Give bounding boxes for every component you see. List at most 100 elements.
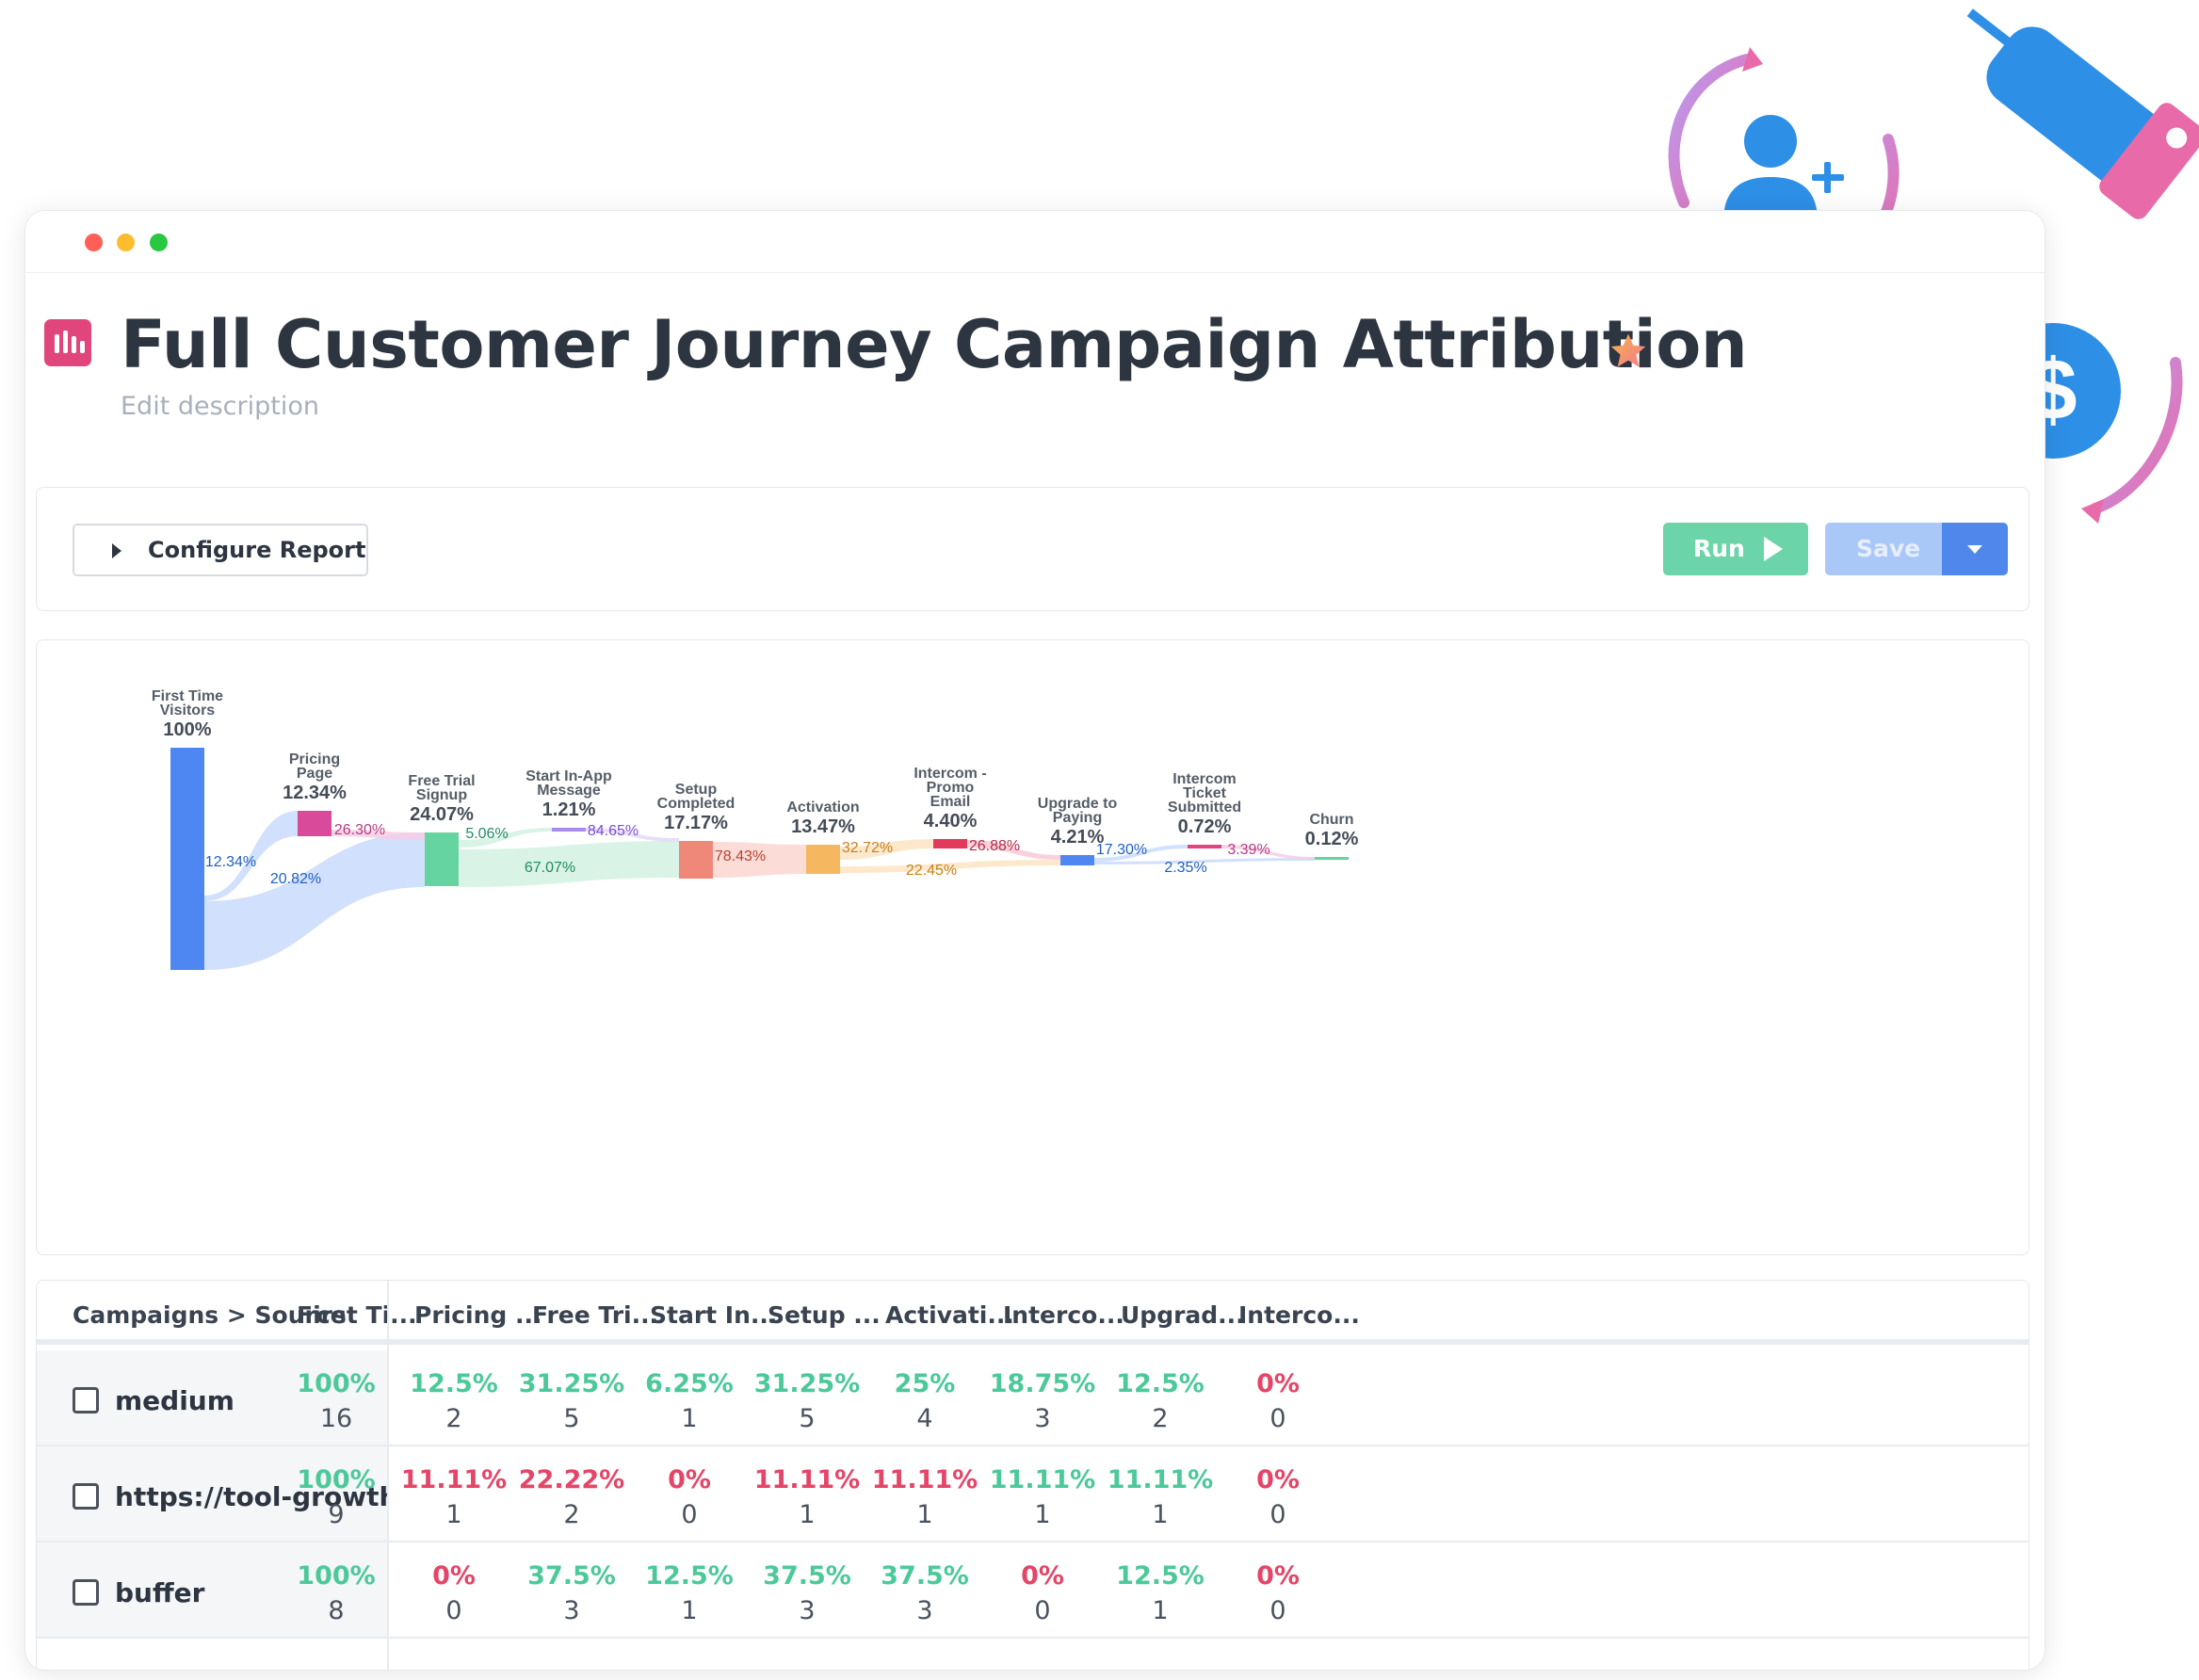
- sankey-node: [425, 832, 459, 886]
- cell-percent: 100%: [297, 1561, 376, 1591]
- minimize-window-button[interactable]: [117, 234, 135, 251]
- table-cell: 100% 16: [280, 1369, 393, 1433]
- row-checkbox[interactable]: [73, 1387, 99, 1413]
- column-header-source[interactable]: Campaigns > Source: [73, 1301, 347, 1329]
- sankey-link-label: 20.82%: [270, 871, 321, 887]
- table-cell: 12.5% 1: [1104, 1561, 1217, 1625]
- table-row: https://tool-growth-hacking100%911.11%12…: [37, 1446, 2029, 1543]
- sankey-node-value: 24.07%: [410, 804, 474, 825]
- sankey-link: [967, 840, 1060, 860]
- table-cell: 37.5% 3: [515, 1561, 628, 1625]
- sankey-node-label: Submitted: [1168, 800, 1241, 816]
- close-window-button[interactable]: [85, 234, 103, 251]
- table-cell: 12.5% 1: [633, 1561, 746, 1625]
- column-header[interactable]: Pricing ...: [414, 1301, 542, 1329]
- column-header[interactable]: Interco...: [1003, 1301, 1124, 1329]
- sankey-node-label: Visitors: [160, 703, 216, 719]
- cell-percent: 37.5%: [527, 1561, 616, 1591]
- sankey-link-label: 84.65%: [588, 823, 639, 839]
- sankey-node-value: 12.34%: [283, 783, 347, 803]
- row-checkbox[interactable]: [73, 1579, 99, 1606]
- sankey-node-value: 4.21%: [1051, 827, 1105, 848]
- table-cell: 0% 0: [1221, 1561, 1334, 1625]
- table-cell: 0% 0: [1221, 1465, 1334, 1529]
- maximize-window-button[interactable]: [150, 234, 168, 251]
- sankey-node-label: Setup: [675, 782, 718, 798]
- row-checkbox[interactable]: [73, 1483, 99, 1510]
- cell-count: 2: [445, 1404, 462, 1433]
- row-source-label: https://tool-growth-hacking: [115, 1481, 387, 1512]
- table-cell: 25% 4: [868, 1369, 981, 1433]
- sankey-link-label: 5.06%: [465, 826, 508, 842]
- column-header[interactable]: Setup ...: [768, 1301, 881, 1329]
- cell-percent: 0%: [668, 1465, 711, 1494]
- cell-percent: 11.11%: [753, 1465, 861, 1494]
- sankey-node: [298, 811, 331, 836]
- save-button[interactable]: Save: [1825, 523, 1942, 575]
- save-label: Save: [1856, 535, 1921, 562]
- sankey-link: [204, 832, 425, 970]
- row-header: https://tool-growth-hacking: [37, 1446, 387, 1541]
- sankey-link-label: 3.39%: [1227, 842, 1269, 858]
- cell-count: 0: [445, 1596, 462, 1625]
- sankey-node-value: 17.17%: [664, 813, 728, 833]
- sankey-node-value: 0.72%: [1178, 816, 1232, 837]
- cell-count: 3: [799, 1596, 816, 1625]
- sankey-node-value: 0.12%: [1305, 829, 1359, 849]
- sankey-node-label: Page: [297, 766, 332, 782]
- star-icon[interactable]: [1608, 331, 1649, 372]
- sankey-node: [1315, 857, 1349, 860]
- run-button[interactable]: Run: [1663, 523, 1808, 575]
- column-header[interactable]: Free Tri...: [532, 1301, 659, 1329]
- table-cell: 11.11% 1: [751, 1465, 864, 1529]
- cell-count: 0: [1269, 1596, 1286, 1625]
- table-cell: 11.11% 1: [986, 1465, 1099, 1529]
- sankey-link-label: 78.43%: [715, 848, 766, 864]
- table-cell: 18.75% 3: [986, 1369, 1099, 1433]
- sankey-node-label: Promo: [927, 780, 975, 796]
- configure-report-button[interactable]: Configure Report: [73, 524, 368, 576]
- sankey-node-value: 1.21%: [542, 800, 596, 820]
- cell-count: 5: [563, 1404, 580, 1433]
- column-header[interactable]: Upgrad...: [1121, 1301, 1245, 1329]
- cell-count: 2: [1152, 1404, 1169, 1433]
- column-header[interactable]: Start In...: [650, 1301, 778, 1329]
- sankey-node-value: 100%: [163, 719, 211, 740]
- cell-percent: 100%: [297, 1369, 376, 1398]
- sankey-link: [586, 828, 679, 842]
- table-cell: 31.25% 5: [515, 1369, 628, 1433]
- run-label: Run: [1693, 535, 1745, 562]
- column-header[interactable]: Activati...: [885, 1301, 1014, 1329]
- column-header[interactable]: Interco...: [1238, 1301, 1360, 1329]
- cell-percent: 0%: [1256, 1369, 1300, 1398]
- cell-count: 0: [681, 1500, 698, 1529]
- app-window: Full Customer Journey Campaign Attributi…: [24, 210, 2045, 1671]
- cell-percent: 11.11%: [400, 1465, 508, 1494]
- column-header[interactable]: First Ti...: [297, 1301, 417, 1329]
- sankey-link: [1221, 845, 1315, 860]
- sankey-node-value: 4.40%: [924, 811, 978, 832]
- cell-count: 3: [563, 1596, 580, 1625]
- cell-count: 5: [799, 1404, 816, 1433]
- sankey-node-label: Pricing: [289, 751, 340, 767]
- sankey-node: [170, 748, 204, 970]
- cell-count: 1: [1034, 1500, 1051, 1529]
- sankey-link-label: 32.72%: [842, 840, 893, 856]
- cell-count: 4: [916, 1404, 933, 1433]
- description-field[interactable]: Edit description: [121, 392, 319, 421]
- configure-report-label: Configure Report: [148, 537, 366, 563]
- sankey-link: [204, 811, 298, 901]
- attribution-table: Campaigns > Source First Ti... Pricing ..…: [36, 1280, 2029, 1670]
- save-options-dropdown[interactable]: [1942, 523, 2008, 575]
- cell-percent: 0%: [432, 1561, 476, 1591]
- row-source-label: buffer: [115, 1577, 205, 1608]
- sankey-link-label: 22.45%: [906, 863, 957, 879]
- cell-count: 2: [563, 1500, 580, 1529]
- add-user-icon: [1723, 115, 1844, 221]
- sankey-node: [933, 839, 967, 848]
- table-cell: 11.11% 1: [868, 1465, 981, 1529]
- table-cell: 6.25% 1: [633, 1369, 746, 1433]
- table-cell: 100% 8: [280, 1561, 393, 1625]
- sankey-node-label: Completed: [657, 796, 736, 812]
- cell-percent: 12.5%: [1116, 1369, 1205, 1398]
